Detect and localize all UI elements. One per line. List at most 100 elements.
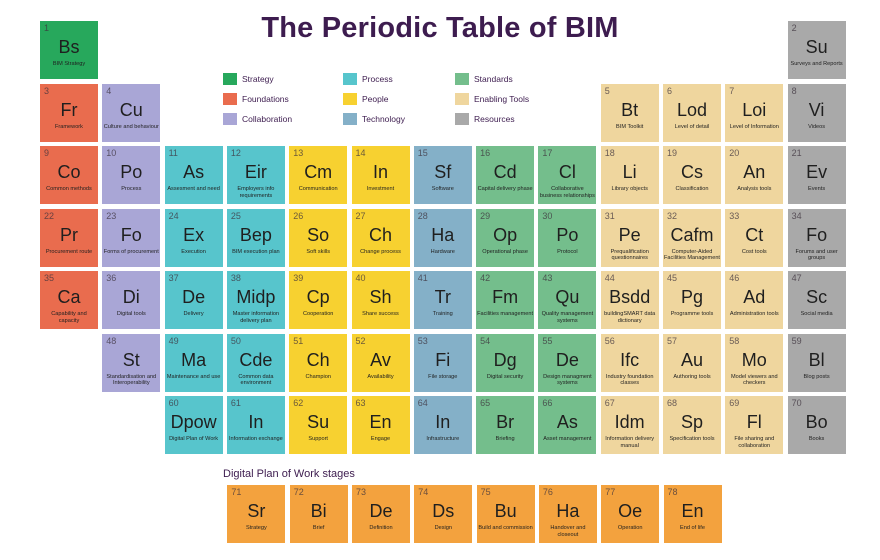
element-name: Culture and behaviour — [103, 123, 159, 130]
legend-item-process: Process — [343, 72, 393, 86]
element-number: 28 — [417, 210, 428, 221]
element-11: 11 As Assesment and need — [164, 146, 223, 204]
element-number: 44 — [604, 273, 615, 283]
element-39: 39 Cp Cooperation — [289, 271, 348, 329]
element-49: 49 Ma Maintenance and use — [164, 333, 223, 392]
element-28: 28 Ha Hardware — [413, 208, 472, 267]
element-number: 77 — [605, 487, 616, 497]
legend-swatch — [455, 73, 469, 85]
element-symbol: Cm — [304, 162, 333, 182]
element-name: Asset management — [543, 436, 592, 442]
element-symbol: Qu — [555, 287, 580, 307]
element-name: Information exchange — [228, 436, 283, 442]
element-name: Strategy — [245, 525, 267, 531]
element-58: 58 Mo Model viewers and checkers — [725, 333, 784, 392]
element-number: 76 — [542, 487, 553, 497]
element-symbol: Ca — [57, 287, 81, 307]
legend-item-standards: Standards — [455, 72, 513, 86]
element-76: 76 Ha Handover and closeout — [538, 485, 597, 543]
element-78: 78 En End of life — [663, 485, 722, 543]
element-name: Administration tools — [729, 311, 779, 317]
element-2: 2 Su Surveys and Reports — [787, 21, 846, 79]
element-symbol: En — [681, 501, 704, 521]
legend-item-tools: Enabling Tools — [455, 92, 529, 106]
element-name: Cooperation — [302, 311, 334, 317]
element-symbol: Ds — [432, 501, 455, 521]
legend-item-strategy: Strategy — [223, 72, 274, 86]
element-number: 59 — [791, 335, 802, 346]
legend-label: Standards — [474, 74, 513, 84]
legend-item-collaboration: Collaboration — [223, 112, 292, 126]
element-name: Design managment systems — [543, 373, 592, 387]
element-name: Operation — [617, 525, 643, 531]
element-number: 35 — [44, 273, 55, 283]
element-symbol: Cafm — [670, 224, 714, 245]
element-number: 18 — [604, 148, 615, 158]
element-number: 42 — [480, 273, 491, 283]
element-number: 63 — [355, 398, 366, 408]
element-symbol: Cde — [239, 349, 273, 370]
element-symbol: Cu — [119, 99, 143, 120]
element-number: 10 — [106, 148, 117, 158]
element-number: 49 — [168, 335, 179, 346]
element-69: 69 Fl File sharing and collaboration — [725, 396, 784, 454]
element-symbol: Fi — [435, 349, 451, 370]
element-name: Operational phase — [482, 248, 528, 255]
element-number: 33 — [729, 210, 740, 221]
legend-swatch — [455, 113, 469, 125]
legend-swatch — [223, 93, 237, 105]
element-symbol: Bep — [239, 224, 272, 245]
element-number: 61 — [230, 398, 241, 408]
element-77: 77 Oe Operation — [601, 485, 660, 543]
element-symbol: En — [369, 412, 392, 432]
element-name: Share success — [362, 311, 399, 317]
element-number: 38 — [230, 273, 241, 283]
page-title: The Periodic Table of BIM — [261, 12, 619, 44]
element-symbol: Midp — [236, 287, 276, 307]
element-48: 48 St Standardisation and Interoperability — [102, 333, 161, 392]
element-number: 19 — [667, 148, 678, 158]
legend-swatch — [223, 73, 237, 85]
element-16: 16 Cd Capital delivery phase — [476, 146, 535, 204]
element-symbol: Sr — [247, 501, 266, 521]
element-number: 7 — [729, 85, 735, 96]
element-number: 37 — [168, 273, 179, 283]
element-56: 56 Ifc Industry foundation classes — [600, 333, 659, 392]
element-name: Framework — [55, 123, 83, 130]
legend-label: Foundations — [242, 94, 289, 104]
element-symbol: Bu — [494, 501, 517, 521]
element-74: 74 Ds Design — [414, 485, 473, 543]
element-54: 54 Dg Digital security — [476, 333, 535, 392]
element-symbol: Lod — [676, 99, 708, 120]
element-name: Surveys and Reports — [790, 61, 843, 67]
legend-swatch — [343, 113, 357, 125]
legend-item-technology: Technology — [343, 112, 405, 126]
element-symbol: So — [307, 224, 330, 245]
element-symbol: Op — [493, 224, 518, 245]
element-42: 42 Fm Facilities management — [476, 271, 535, 329]
element-17: 17 Cl Collaborative business relationships — [538, 146, 597, 204]
element-75: 75 Bu Build and commission — [476, 485, 535, 543]
element-symbol: As — [183, 162, 205, 182]
element-symbol: Po — [120, 162, 143, 182]
element-symbol: Mo — [741, 349, 767, 370]
element-symbol: Oe — [618, 501, 643, 521]
element-name: Communication — [298, 186, 338, 192]
element-70: 70 Bo Books — [787, 396, 846, 454]
element-34: 34 Fo Forums and user groups — [787, 208, 846, 267]
element-60: 60 Dpow Digital Plan of Work — [164, 396, 223, 454]
element-44: 44 Bsdd buildingSMART data dictionary — [600, 271, 659, 329]
element-24: 24 Ex Execution — [164, 208, 223, 267]
element-47: 47 Sc Social media — [787, 271, 846, 329]
element-name: Prequalification questionnaires — [610, 248, 649, 262]
element-name: Process — [121, 186, 142, 192]
element-name: Forums and user groups — [795, 248, 838, 262]
element-name: Delivery — [183, 311, 204, 317]
element-symbol: Ct — [745, 224, 764, 245]
element-21: 21 Ev Events — [787, 146, 846, 204]
element-symbol: Co — [57, 162, 81, 182]
element-symbol: Fl — [746, 412, 762, 432]
element-symbol: Av — [370, 349, 391, 370]
element-name: Master information delivery plan — [232, 311, 280, 324]
element-name: Support — [308, 436, 328, 442]
